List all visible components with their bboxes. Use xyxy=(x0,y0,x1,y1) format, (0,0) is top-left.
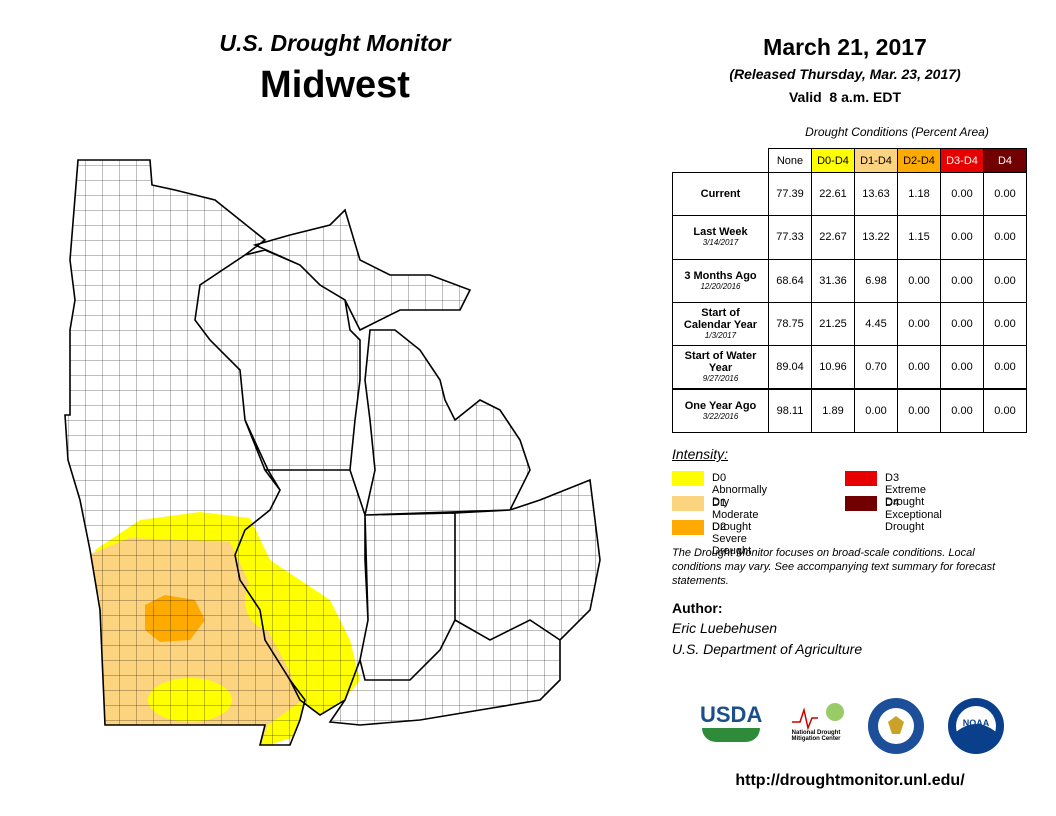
table-cell: 1.89 xyxy=(811,388,855,433)
author-org: U.S. Department of Agriculture xyxy=(672,641,863,657)
table-cell: 89.04 xyxy=(768,345,812,390)
table-cell: 68.64 xyxy=(768,258,812,303)
table-cell: 0.00 xyxy=(940,172,984,217)
noaa-seal xyxy=(948,698,1004,754)
table-cell: 0.00 xyxy=(983,215,1027,260)
row-label: Last Week 3/14/2017 xyxy=(672,215,769,260)
d0-area xyxy=(335,728,445,745)
author-heading: Author: xyxy=(672,600,723,616)
legend-swatch xyxy=(672,520,704,535)
table-cell: 0.00 xyxy=(983,345,1027,390)
table-cell: 4.45 xyxy=(854,301,898,347)
table-cell: 0.00 xyxy=(983,388,1027,433)
row-label-text: Last Week xyxy=(693,226,748,239)
column-header: D4 xyxy=(983,148,1027,173)
legend-title: Intensity: xyxy=(672,446,729,462)
table-cell: 0.00 xyxy=(983,301,1027,347)
table-cell: 13.22 xyxy=(854,215,898,260)
table-cell: 0.00 xyxy=(897,345,941,390)
legend-label: D0 Abnormally Dry xyxy=(712,472,768,508)
column-header: D2-D4 xyxy=(897,148,941,173)
table-cell: 13.63 xyxy=(854,172,898,217)
table-caption: Drought Conditions (Percent Area) xyxy=(805,125,989,139)
row-date: 12/20/2016 xyxy=(700,281,741,291)
row-label-text: One Year Ago xyxy=(684,399,757,412)
table-cell: 0.00 xyxy=(940,388,984,433)
table-cell: 98.11 xyxy=(768,388,812,433)
table-cell: 0.00 xyxy=(897,301,941,347)
row-label: 3 Months Ago 12/20/2016 xyxy=(672,258,769,303)
table-cell: 0.00 xyxy=(897,258,941,303)
noaa-text: NOAA xyxy=(962,718,990,728)
row-label-text: Current xyxy=(700,188,741,201)
row-label-text: 3 Months Ago xyxy=(684,269,757,282)
table-cell: 0.00 xyxy=(983,172,1027,217)
legend-swatch xyxy=(672,471,704,486)
region: Midwest xyxy=(260,64,410,106)
table-cell: 0.00 xyxy=(940,301,984,347)
column-header: D1-D4 xyxy=(854,148,898,173)
table-cell: 77.33 xyxy=(768,215,812,260)
table-cell: 0.00 xyxy=(854,388,898,433)
legend-label: D1 Moderate Drought xyxy=(712,497,759,533)
table-cell: 0.00 xyxy=(983,258,1027,303)
usda-logo: USDA xyxy=(700,702,763,727)
url: http://droughtmonitor.unl.edu/ xyxy=(735,772,965,789)
ndmc-logo: National Drought Mitigation Center xyxy=(791,730,841,742)
legend-swatch xyxy=(672,496,704,511)
doc-seal xyxy=(868,698,924,754)
table-cell: 31.36 xyxy=(811,258,855,303)
row-label: Start of Water Year 9/27/2016 xyxy=(672,345,769,390)
legend-label: D4 Exceptional Drought xyxy=(885,497,942,533)
ndmc-icon xyxy=(792,703,844,730)
legend-swatch xyxy=(845,471,877,486)
row-label: Current xyxy=(672,172,769,217)
valid: Valid 8 a.m. EDT xyxy=(788,89,902,105)
table-cell: 0.00 xyxy=(897,388,941,433)
map xyxy=(64,159,601,746)
table-cell: 0.00 xyxy=(940,258,984,303)
legend-swatch xyxy=(845,496,877,511)
note: The Drought Monitor focuses on broad-sca… xyxy=(672,547,996,587)
released: (Released Thursday, Mar. 23, 2017) xyxy=(729,66,961,82)
table-cell: 22.61 xyxy=(811,172,855,217)
row-label-text: Start of Water Year xyxy=(684,350,757,375)
row-date: 9/27/2016 xyxy=(702,374,739,384)
usda-swoosh xyxy=(702,728,760,742)
row-date: 3/14/2017 xyxy=(702,238,739,248)
table-cell: 22.67 xyxy=(811,215,855,260)
table-cell: 6.98 xyxy=(854,258,898,303)
table-cell: 0.00 xyxy=(940,215,984,260)
date: March 21, 2017 xyxy=(763,34,927,60)
row-date: 3/22/2016 xyxy=(702,411,739,421)
table-cell: 77.39 xyxy=(768,172,812,217)
column-header: D3-D4 xyxy=(940,148,984,173)
row-label: Start of Calendar Year 1/3/2017 xyxy=(672,301,769,347)
row-date: 1/3/2017 xyxy=(704,331,737,341)
author-name: Eric Luebehusen xyxy=(672,620,778,636)
table-cell: 10.96 xyxy=(811,345,855,390)
legend-label: D3 Extreme Drought xyxy=(885,472,926,508)
table-cell: 0.70 xyxy=(854,345,898,390)
table-cell: 1.18 xyxy=(897,172,941,217)
row-label: One Year Ago 3/22/2016 xyxy=(672,388,769,433)
column-header: D0-D4 xyxy=(811,148,855,173)
title: U.S. Drought Monitor xyxy=(219,30,451,56)
column-header: None xyxy=(768,148,812,173)
table-cell: 0.00 xyxy=(940,345,984,390)
row-label-text: Start of Calendar Year xyxy=(683,307,758,332)
legend-label: D2 Severe Drought xyxy=(712,521,752,557)
table-cell: 1.15 xyxy=(897,215,941,260)
table-cell: 21.25 xyxy=(811,301,855,347)
table-cell: 78.75 xyxy=(768,301,812,347)
